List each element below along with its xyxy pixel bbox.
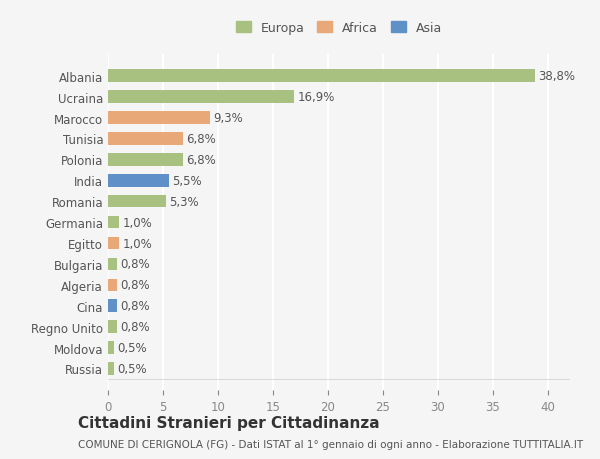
Text: COMUNE DI CERIGNOLA (FG) - Dati ISTAT al 1° gennaio di ogni anno - Elaborazione : COMUNE DI CERIGNOLA (FG) - Dati ISTAT al… [78, 440, 583, 449]
Text: 0,5%: 0,5% [117, 362, 146, 375]
Bar [108, 91, 294, 104]
Text: 1,0%: 1,0% [122, 237, 152, 250]
Text: 0,5%: 0,5% [117, 341, 146, 354]
Legend: Europa, Africa, Asia: Europa, Africa, Asia [232, 18, 446, 38]
Bar [108, 154, 183, 166]
Text: 5,5%: 5,5% [172, 174, 202, 187]
Text: 38,8%: 38,8% [538, 70, 575, 83]
Text: 0,8%: 0,8% [120, 279, 150, 291]
Bar [108, 279, 117, 291]
Bar [108, 174, 169, 187]
Text: 6,8%: 6,8% [186, 154, 216, 167]
Bar [108, 196, 166, 208]
Bar [108, 70, 535, 83]
Bar [108, 258, 117, 271]
Bar [108, 341, 113, 354]
Bar [108, 237, 119, 250]
Bar [108, 363, 113, 375]
Text: 5,3%: 5,3% [170, 195, 199, 208]
Text: 16,9%: 16,9% [297, 91, 335, 104]
Text: 1,0%: 1,0% [122, 216, 152, 229]
Bar [108, 300, 117, 312]
Text: 6,8%: 6,8% [186, 133, 216, 146]
Bar [108, 112, 211, 124]
Bar [108, 133, 183, 146]
Text: 0,8%: 0,8% [120, 300, 150, 313]
Text: 9,3%: 9,3% [214, 112, 244, 125]
Bar [108, 216, 119, 229]
Text: 0,8%: 0,8% [120, 258, 150, 271]
Bar [108, 321, 117, 333]
Text: Cittadini Stranieri per Cittadinanza: Cittadini Stranieri per Cittadinanza [78, 415, 380, 430]
Text: 0,8%: 0,8% [120, 320, 150, 333]
